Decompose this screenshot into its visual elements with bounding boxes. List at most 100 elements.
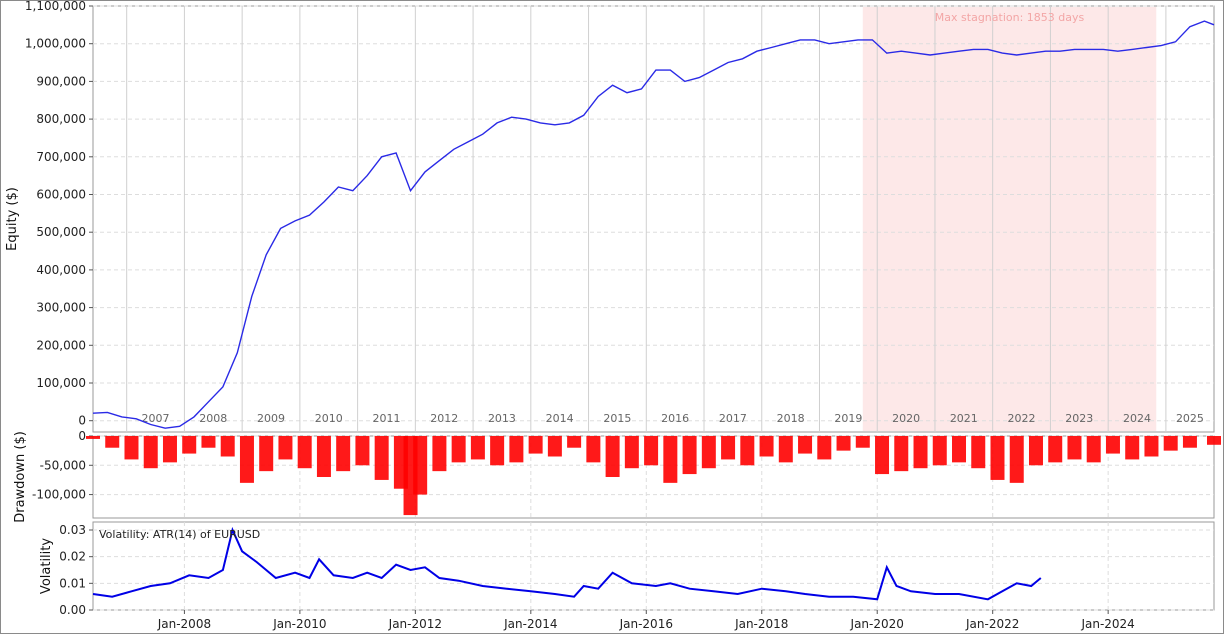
drawdown-bar	[451, 436, 466, 463]
year-label: 2024	[1123, 412, 1151, 425]
x-tick-label: Jan-2014	[503, 617, 557, 631]
drawdown-bar	[201, 436, 216, 448]
drawdown-bar	[547, 436, 562, 457]
drawdown-bar	[990, 436, 1005, 480]
drawdown-bar	[220, 436, 235, 457]
drawdown-bar	[509, 436, 524, 463]
drawdown-bar	[740, 436, 755, 466]
drawdown-bar	[817, 436, 832, 460]
x-tick-label: Jan-2020	[850, 617, 904, 631]
year-label: 2025	[1176, 412, 1204, 425]
drawdown-bar	[278, 436, 293, 460]
year-label: 2021	[950, 412, 978, 425]
year-label: 2011	[372, 412, 400, 425]
drawdown-bar	[682, 436, 697, 475]
y-tick-label: 0.02	[59, 550, 86, 564]
year-label: 2016	[661, 412, 689, 425]
drawdown-bar	[567, 436, 582, 448]
drawdown-bar	[701, 436, 716, 469]
drawdown-bar	[105, 436, 120, 448]
year-label: 2019	[834, 412, 862, 425]
drawdown-bar	[1105, 436, 1120, 454]
y-tick-label: 1,000,000	[25, 37, 86, 51]
drawdown-bar	[239, 436, 254, 483]
drawdown-bar	[1009, 436, 1024, 483]
drawdown-bar	[932, 436, 947, 466]
drawdown-bar	[1207, 436, 1221, 445]
drawdown-bar	[528, 436, 543, 454]
equity-line	[92, 20, 1215, 429]
drawdown-bar	[432, 436, 447, 472]
y-tick-label: 0.01	[59, 576, 86, 590]
drawdown-bar	[336, 436, 351, 472]
drawdown-bar	[316, 436, 331, 477]
drawdown-bar	[355, 436, 370, 466]
drawdown-bar	[297, 436, 312, 469]
drawdown-bar	[855, 436, 870, 448]
x-tick-label: Jan-2010	[272, 617, 326, 631]
year-label: 2018	[777, 412, 805, 425]
drawdown-bar	[624, 436, 639, 469]
drawdown-bar	[971, 436, 986, 469]
y-axis-label-equity: Equity ($)	[5, 187, 20, 251]
year-label: 2012	[430, 412, 458, 425]
drawdown-bar	[1028, 436, 1043, 466]
drawdown-bar	[124, 436, 139, 460]
drawdown-bar	[836, 436, 851, 451]
drawdown-bar	[913, 436, 928, 469]
year-label: 2010	[315, 412, 343, 425]
drawdown-bar	[952, 436, 967, 463]
drawdown-bar	[162, 436, 177, 463]
y-tick-label: 500,000	[36, 225, 86, 239]
year-label: 2022	[1008, 412, 1036, 425]
stagnation-label: Max stagnation: 1853 days	[935, 11, 1085, 24]
drawdown-bar	[413, 436, 428, 495]
y-tick-label: 1,100,000	[25, 0, 86, 13]
y-tick-label: 300,000	[36, 301, 86, 315]
drawdown-bar	[374, 436, 389, 480]
volatility-line	[92, 526, 1042, 601]
drawdown-bar	[894, 436, 909, 472]
y-tick-label: 0.03	[59, 523, 86, 537]
x-tick-label: Jan-2018	[734, 617, 788, 631]
drawdown-bar	[663, 436, 678, 483]
stagnation-band	[862, 7, 1157, 431]
x-tick-label: Jan-2022	[965, 617, 1019, 631]
year-label: 2009	[257, 412, 285, 425]
y-tick-label: 400,000	[36, 263, 86, 277]
volatility-title: Volatility: ATR(14) of EURUSD	[99, 528, 260, 541]
drawdown-bar	[259, 436, 274, 472]
drawdown-bar	[586, 436, 601, 463]
y-tick-label: 800,000	[36, 112, 86, 126]
drawdown-bar	[778, 436, 793, 463]
drawdown-bar	[1086, 436, 1101, 463]
drawdown-bar	[470, 436, 485, 460]
drawdown-bar	[86, 436, 100, 439]
year-label: 2017	[719, 412, 747, 425]
x-tick-label: Jan-2008	[157, 617, 211, 631]
drawdown-bar	[759, 436, 774, 457]
y-tick-label: -50,000	[40, 458, 86, 472]
y-tick-label: 0	[78, 414, 86, 428]
drawdown-bar	[721, 436, 736, 460]
y-tick-label: -100,000	[32, 488, 86, 502]
year-label: 2015	[603, 412, 631, 425]
y-tick-label: 700,000	[36, 150, 86, 164]
drawdown-bar	[1125, 436, 1140, 460]
year-label: 2013	[488, 412, 516, 425]
drawdown-bar	[875, 436, 890, 475]
drawdown-bar	[1163, 436, 1178, 451]
x-tick-label: Jan-2016	[619, 617, 673, 631]
drawdown-bar	[490, 436, 505, 466]
y-tick-label: 600,000	[36, 187, 86, 201]
year-label: 2014	[546, 412, 574, 425]
x-tick-label: Jan-2012	[388, 617, 442, 631]
year-label: 2023	[1065, 412, 1093, 425]
drawdown-bar	[1067, 436, 1082, 460]
drawdown-bar	[644, 436, 659, 466]
drawdown-bar	[798, 436, 813, 454]
y-tick-label: 100,000	[36, 376, 86, 390]
y-axis-label-drawdown: Drawdown ($)	[13, 431, 28, 523]
y-axis-label-volatility: Volatility	[39, 538, 54, 594]
